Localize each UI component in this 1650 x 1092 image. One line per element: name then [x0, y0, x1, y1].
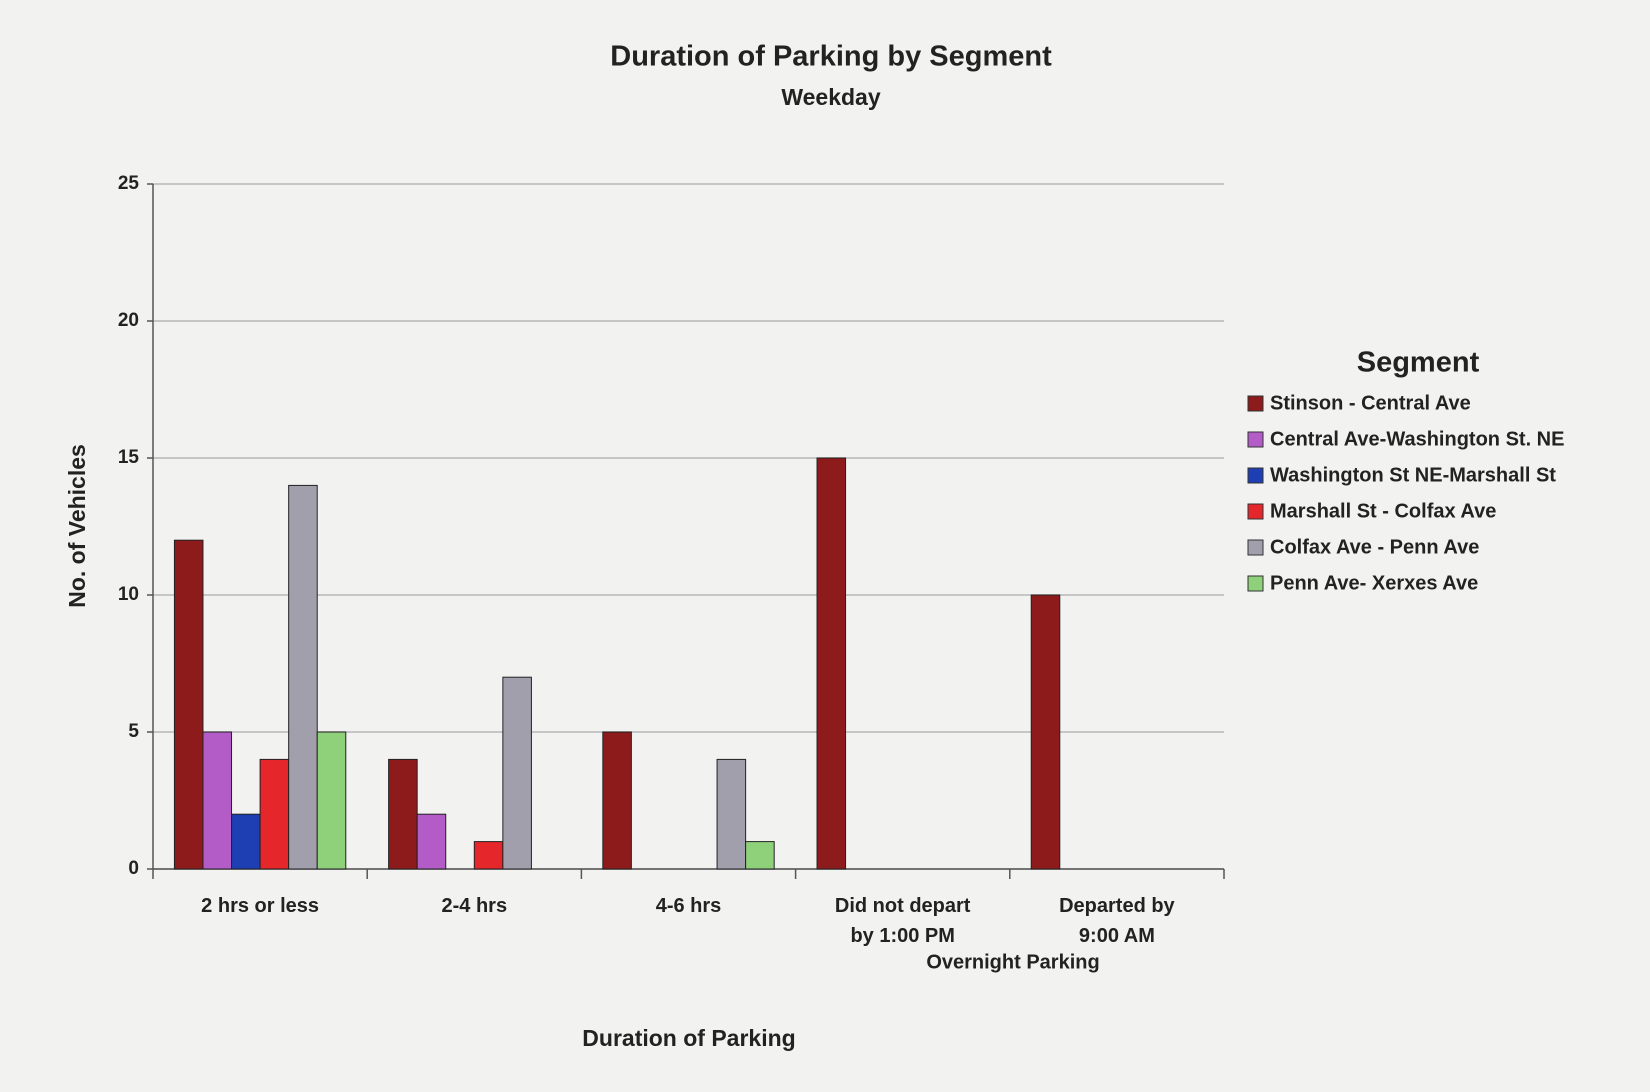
y-tick-label: 25	[118, 173, 140, 194]
chart-title: Duration of Parking by Segment	[610, 41, 1052, 73]
bar	[416, 813, 447, 870]
bar	[816, 457, 847, 870]
y-tick-label: 20	[118, 310, 139, 331]
bar	[231, 813, 261, 870]
annotation: Overnight Parking	[926, 951, 1099, 973]
legend-label: Stinson - Central Ave	[1270, 392, 1471, 414]
bar	[602, 731, 632, 870]
y-tick-label: 10	[118, 584, 139, 605]
legend-swatch	[1247, 431, 1264, 448]
x-tick-label: Departed by 9:00 AM	[1059, 895, 1175, 947]
bar	[745, 841, 775, 870]
legend-swatch	[1247, 467, 1264, 484]
x-tick-label: Did not depart by 1:00 PM	[834, 895, 971, 947]
bar	[1030, 594, 1061, 870]
bar	[473, 841, 504, 870]
legend-swatch	[1247, 395, 1264, 412]
y-tick-label: 5	[128, 721, 139, 742]
x-tick-label: 2-4 hrs	[441, 895, 508, 917]
y-tick-label: 0	[128, 858, 139, 879]
legend-title: Segment	[1357, 347, 1480, 379]
legend-swatch	[1247, 575, 1264, 592]
bar	[259, 758, 290, 870]
bar	[316, 731, 347, 870]
bar	[202, 731, 233, 870]
bar	[502, 676, 532, 870]
bar	[716, 758, 747, 870]
legend-label: Central Ave-Washington St. NE	[1270, 428, 1564, 450]
chart-subtitle: Weekday	[781, 84, 881, 110]
x-tick-label: 4-6 hrs	[655, 895, 722, 917]
legend-label: Marshall St - Colfax Ave	[1270, 500, 1496, 522]
legend-swatch	[1247, 539, 1264, 556]
x-axis-title: Duration of Parking	[582, 1025, 795, 1051]
legend-label: Penn Ave- Xerxes Ave	[1270, 572, 1478, 594]
y-axis-title: No. of Vehicles	[64, 444, 90, 608]
legend-swatch	[1247, 503, 1264, 520]
legend-label: Colfax Ave - Penn Ave	[1270, 536, 1479, 558]
bar	[173, 539, 204, 870]
bar	[388, 758, 418, 870]
legend-label: Washington St NE-Marshall St	[1270, 464, 1556, 486]
x-tick-label: 2 hrs or less	[201, 895, 320, 917]
bar	[288, 484, 318, 870]
y-tick-label: 15	[118, 447, 140, 468]
